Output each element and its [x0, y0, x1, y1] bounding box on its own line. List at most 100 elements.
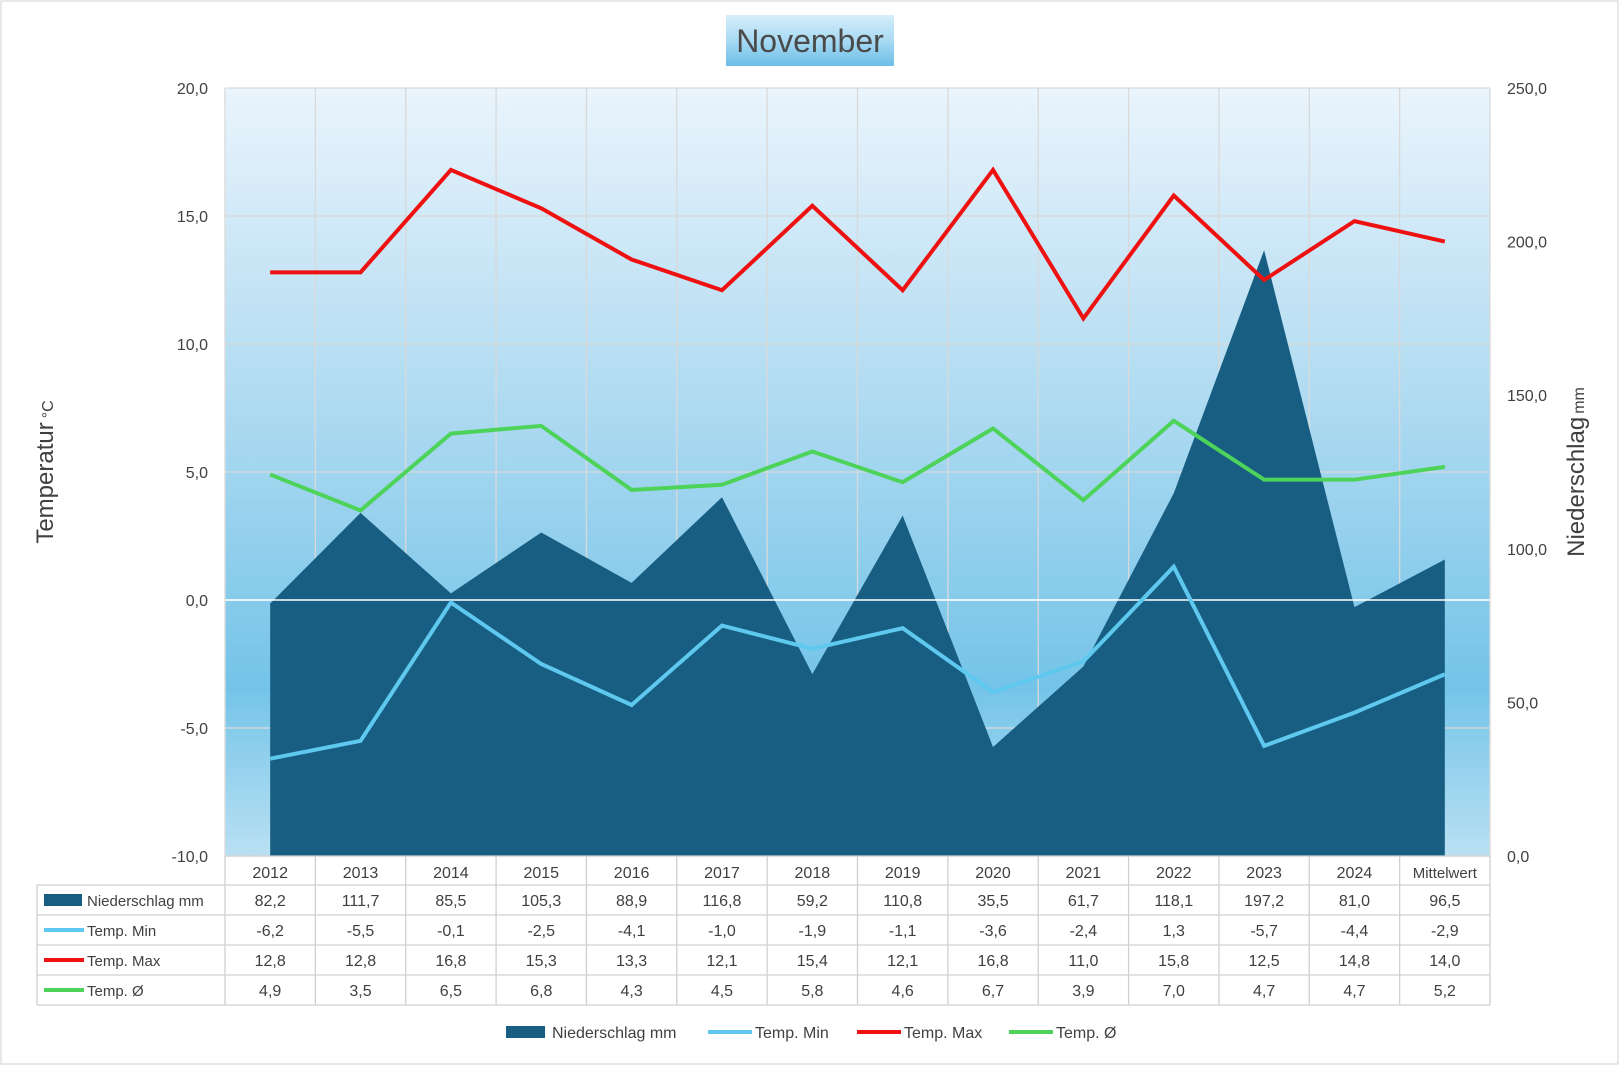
table-row-label: Niederschlag mm	[87, 893, 204, 910]
table-cell: 61,7	[1068, 893, 1099, 910]
table-cell: -6,2	[256, 923, 284, 940]
x-tick-label: 2020	[975, 865, 1011, 882]
table-cell: -4,4	[1341, 923, 1369, 940]
table-cell: 197,2	[1244, 893, 1284, 910]
table-cell: 13,3	[616, 953, 647, 970]
legend-label: Temp. Ø	[1056, 1025, 1116, 1042]
legend-label: Temp. Min	[755, 1025, 829, 1042]
table-cell: 6,5	[440, 983, 462, 1000]
chart-title: November	[736, 23, 884, 59]
x-tick-label: 2013	[343, 865, 379, 882]
table-cell: 4,9	[259, 983, 281, 1000]
table-row-label: Temp. Ø	[87, 983, 144, 1000]
table-cell: 1,3	[1163, 923, 1185, 940]
table-cell: 85,5	[435, 893, 466, 910]
x-tick-label: 2018	[795, 865, 831, 882]
series-line-temp-max	[270, 166, 1446, 322]
y-left-tick-label: 10,0	[177, 337, 208, 354]
table-cell: -2,4	[1070, 923, 1098, 940]
legend-label: Niederschlag mm	[552, 1025, 676, 1042]
series-area-niederschlag	[270, 250, 1445, 856]
y-right-tick-label: 250,0	[1507, 81, 1547, 98]
table-cell: 96,5	[1429, 893, 1460, 910]
table-cell: 7,0	[1163, 983, 1185, 1000]
table-cell: 15,4	[797, 953, 828, 970]
x-tick-label: 2012	[252, 865, 288, 882]
table-cell: 12,5	[1249, 953, 1280, 970]
x-tick-label: 2019	[885, 865, 921, 882]
table-cell: 12,8	[255, 953, 286, 970]
table-cell: 4,5	[711, 983, 733, 1000]
y-right-axis-title: Niederschlagmm	[1563, 387, 1590, 557]
x-tick-label: 2023	[1246, 865, 1282, 882]
table-cell: 59,2	[797, 893, 828, 910]
table-cell: 4,3	[620, 983, 642, 1000]
table-cell: 15,3	[526, 953, 557, 970]
y-right-tick-label: 150,0	[1507, 388, 1547, 405]
table-cell: 111,7	[342, 893, 380, 910]
x-tick-label: 2016	[614, 865, 650, 882]
table-cell: 12,8	[345, 953, 376, 970]
y-left-tick-label: 0,0	[186, 593, 208, 610]
table-cell: -4,1	[618, 923, 646, 940]
table-cell: -1,0	[708, 923, 736, 940]
x-tick-label: 2024	[1337, 865, 1373, 882]
y-right-tick-label: 0,0	[1507, 849, 1529, 866]
table-cell: 88,9	[616, 893, 647, 910]
y-left-tick-label: -5,0	[180, 721, 208, 738]
table-cell: 6,8	[530, 983, 552, 1000]
table-cell: 3,9	[1072, 983, 1094, 1000]
table-cell: 110,8	[883, 893, 922, 910]
x-tick-label: Mittelwert	[1413, 865, 1478, 882]
y-right-tick-label: 200,0	[1507, 235, 1547, 252]
x-tick-label: 2017	[704, 865, 740, 882]
table-cell: -5,7	[1250, 923, 1278, 940]
table-cell: 5,2	[1434, 983, 1456, 1000]
x-tick-label: 2022	[1156, 865, 1192, 882]
legend: Niederschlag mm Temp. Min Temp. Max Temp. Ø	[506, 1025, 1116, 1042]
table-cell: -1,9	[799, 923, 827, 940]
y-left-axis-title: Temperatur°C	[32, 400, 59, 543]
y-left-tick-label: -10,0	[172, 849, 209, 866]
legend-key-niederschlag	[506, 1026, 545, 1038]
table-cell: -2,9	[1431, 923, 1459, 940]
table-cell: 82,2	[255, 893, 286, 910]
table-cell: 118,1	[1154, 893, 1193, 910]
y-right-tick-label: 50,0	[1507, 695, 1538, 712]
table-cell: 16,8	[977, 953, 1008, 970]
table-cell: 15,8	[1158, 953, 1189, 970]
table-row-label: Temp. Min	[87, 923, 156, 940]
table-cell: 4,7	[1253, 983, 1275, 1000]
table-cell: 35,5	[977, 893, 1008, 910]
table-cell: 3,5	[349, 983, 371, 1000]
x-tick-label: 2021	[1066, 865, 1102, 882]
table-cell: 4,7	[1343, 983, 1365, 1000]
table-cell: 16,8	[435, 953, 466, 970]
table-cell: -0,1	[437, 923, 465, 940]
x-tick-label: 2015	[523, 865, 559, 882]
table-cell: 6,7	[982, 983, 1004, 1000]
table-cell: 14,8	[1339, 953, 1370, 970]
table-cell: -2,5	[527, 923, 555, 940]
table-cell: 116,8	[703, 893, 742, 910]
table-cell: -3,6	[979, 923, 1007, 940]
table-cell: 4,6	[892, 983, 914, 1000]
table-cell: 12,1	[706, 953, 737, 970]
table-cell: 12,1	[887, 953, 918, 970]
x-tick-label: 2014	[433, 865, 469, 882]
table-cell: 14,0	[1429, 953, 1460, 970]
legend-label: Temp. Max	[904, 1025, 982, 1042]
table-cell: -1,1	[889, 923, 917, 940]
series-line-temp-avg	[269, 418, 1446, 513]
y-left-tick-label: 20,0	[177, 81, 208, 98]
data-table: 2012 2013 2014 2015 2016 2017 2018 2019 2020 2021…	[36, 855, 1491, 1006]
table-cell: 81,0	[1339, 893, 1370, 910]
table-cell: 105,3	[521, 893, 561, 910]
y-right-tick-label: 100,0	[1507, 542, 1547, 559]
table-legend-key	[44, 894, 82, 906]
table-cell: 11,0	[1068, 953, 1098, 970]
plot-area: 20,0 15,0 10,0 5,0 0,0 -5,0 -10,0 250,0 200,0 150…	[32, 81, 1590, 866]
y-left-tick-label: 15,0	[177, 209, 208, 226]
